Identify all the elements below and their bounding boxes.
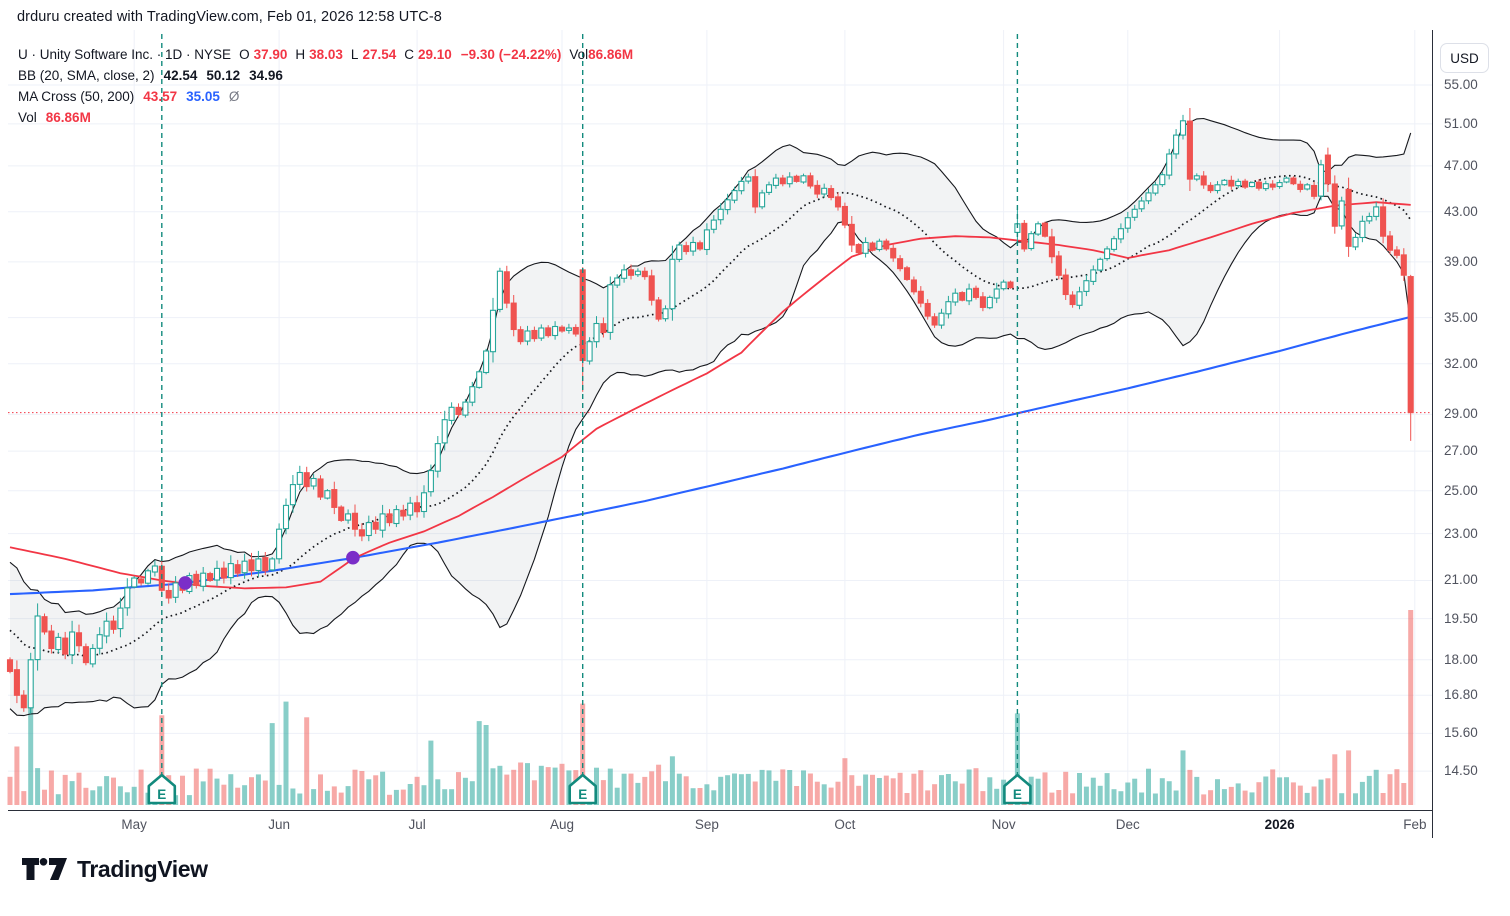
ma-cross-title: MA Cross (50, 200): [18, 89, 135, 104]
volume-legend-row[interactable]: Vol 86.86M: [18, 107, 633, 128]
svg-text:E: E: [1013, 787, 1022, 802]
ma-cross-legend-row[interactable]: MA Cross (50, 200) 43.57 35.05 Ø: [18, 86, 633, 107]
symbol-legend-row[interactable]: U · Unity Software Inc. · 1D · NYSE O 37…: [18, 44, 633, 65]
change-value: −9.30 (−24.22%): [460, 47, 562, 62]
bb-basis-value: 42.54: [163, 68, 198, 83]
ma-cross-marker: [346, 550, 360, 565]
price-axis-border: [1432, 30, 1433, 838]
volume-indicator-label: Vol: [18, 110, 37, 125]
low-label: L: [350, 47, 359, 62]
volume-indicator-value: 86.86M: [45, 110, 91, 125]
symbol-title: U · Unity Software Inc. · 1D · NYSE: [18, 47, 232, 62]
close-value: 29.10: [417, 47, 452, 62]
ma200-value: 35.05: [186, 89, 220, 104]
bb-band-fill: [10, 118, 1411, 716]
volume-label: Vol: [569, 47, 589, 62]
high-value: 38.03: [309, 47, 343, 62]
tradingview-logo-icon: [22, 857, 67, 880]
ma-cross-symbol: Ø: [228, 89, 240, 104]
earnings-badge[interactable]: E: [1003, 773, 1032, 805]
time-axis-border: [8, 810, 1433, 811]
svg-text:E: E: [578, 787, 587, 802]
legend-pane: U · Unity Software Inc. · 1D · NYSE O 37…: [18, 44, 633, 128]
bb-legend-row[interactable]: BB (20, SMA, close, 2) 42.54 50.12 34.96: [18, 65, 633, 86]
open-value: 37.90: [253, 47, 288, 62]
bb-upper-value: 50.12: [206, 68, 241, 83]
ma-cross-marker: [178, 576, 193, 590]
currency-toggle-button[interactable]: USD: [1440, 43, 1489, 73]
earnings-badge[interactable]: E: [568, 773, 598, 805]
close-label: C: [404, 47, 414, 62]
bb-lower-value: 34.96: [249, 68, 283, 83]
svg-text:E: E: [157, 787, 166, 802]
credit-watermark: drduru created with TradingView.com, Feb…: [17, 9, 442, 25]
open-label: O: [239, 47, 250, 62]
high-label: H: [295, 47, 306, 62]
earnings-badge[interactable]: E: [147, 773, 177, 805]
bb-title: BB (20, SMA, close, 2): [18, 68, 155, 83]
volume-value: 86.86M: [588, 47, 634, 62]
ma50-value: 43.57: [143, 89, 178, 104]
tradingview-brand[interactable]: TradingView: [22, 856, 208, 883]
tradingview-wordmark: TradingView: [77, 856, 208, 882]
low-value: 27.54: [362, 47, 397, 62]
